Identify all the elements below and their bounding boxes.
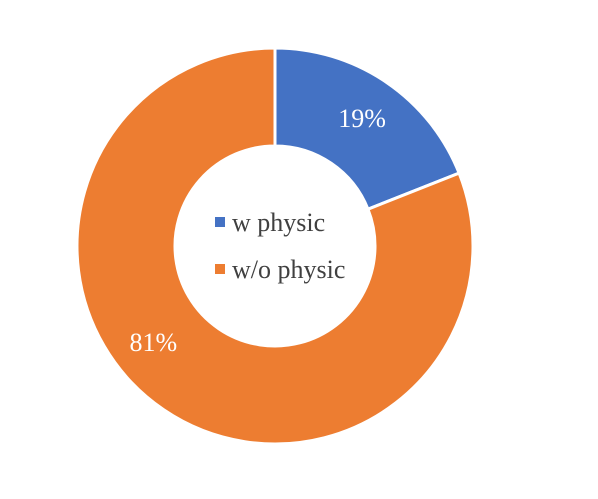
slice-value-label-w-o-physic: 81% bbox=[130, 328, 178, 357]
donut-slice-labels: 19% 81% bbox=[130, 104, 386, 357]
legend-entry-w-o-physic: w/o physic bbox=[215, 255, 345, 284]
donut-slice-w-o-physic bbox=[75, 46, 475, 446]
legend-swatch-w-o-physic bbox=[215, 264, 225, 274]
donut-slices bbox=[75, 46, 475, 446]
chart-legend: w physic w/o physic bbox=[215, 208, 345, 284]
legend-label-w-o-physic: w/o physic bbox=[232, 255, 345, 284]
legend-swatch-w-physic bbox=[215, 217, 225, 227]
legend-label-w-physic: w physic bbox=[232, 208, 325, 237]
donut-slice-w-physic bbox=[273, 46, 462, 212]
legend-entry-w-physic: w physic bbox=[215, 208, 325, 237]
slice-value-label-w-physic: 19% bbox=[338, 104, 386, 133]
